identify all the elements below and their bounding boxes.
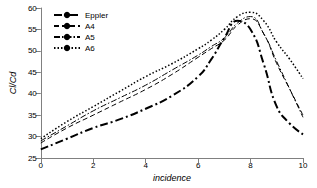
svg-text:55: 55 <box>28 25 37 34</box>
svg-text:incidence: incidence <box>153 173 191 183</box>
svg-text:10: 10 <box>299 161 308 170</box>
svg-text:45: 45 <box>28 68 37 77</box>
svg-text:6: 6 <box>196 161 201 170</box>
svg-text:Cl/Cd: Cl/Cd <box>8 71 18 94</box>
svg-text:Eppler: Eppler <box>85 11 108 20</box>
svg-text:50: 50 <box>28 46 37 55</box>
svg-text:25: 25 <box>28 154 37 163</box>
svg-text:60: 60 <box>28 4 37 13</box>
svg-text:2: 2 <box>91 161 96 170</box>
svg-text:A4: A4 <box>85 22 95 31</box>
svg-text:8: 8 <box>248 161 253 170</box>
svg-text:40: 40 <box>28 89 37 98</box>
svg-text:35: 35 <box>28 111 37 120</box>
svg-text:4: 4 <box>143 161 148 170</box>
svg-text:A5: A5 <box>85 33 95 42</box>
svg-text:30: 30 <box>28 132 37 141</box>
svg-text:0: 0 <box>39 161 44 170</box>
svg-text:A6: A6 <box>85 44 95 53</box>
